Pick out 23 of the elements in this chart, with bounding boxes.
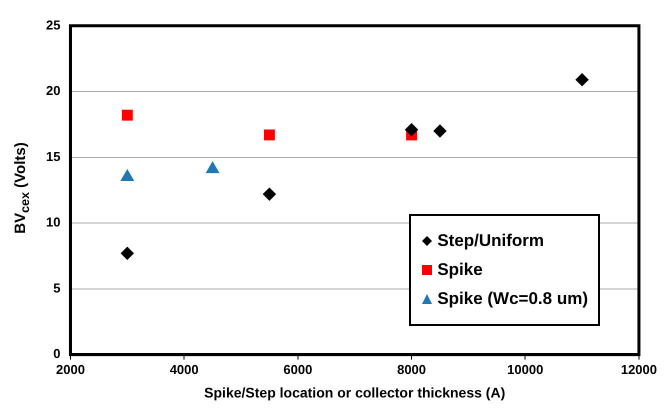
point — [405, 123, 418, 136]
point — [433, 124, 446, 138]
y-tick-label: 25 — [46, 17, 60, 32]
y-tick-label: 15 — [46, 148, 60, 164]
x-tick-label: 10000 — [507, 362, 544, 377]
point — [576, 73, 589, 86]
point — [120, 246, 134, 260]
y-tick-label: 5 — [53, 280, 60, 296]
legend-label: Spike (Wc=0.8 um) — [437, 289, 588, 309]
x-tick-label: 6000 — [283, 362, 312, 377]
point — [262, 188, 276, 201]
point — [264, 130, 275, 140]
x-tick-label: 2000 — [56, 362, 85, 377]
y-tick-label: 20 — [46, 83, 60, 98]
y-tick-label: 10 — [46, 214, 60, 230]
x-tick-label: 12000 — [620, 362, 658, 377]
y-tick-label: 0 — [53, 346, 60, 362]
legend-label: Step/Uniform — [437, 231, 544, 251]
x-axis-title: Spike/Step location or collector thickness (A) — [204, 384, 506, 400]
x-tick-label: 4000 — [170, 362, 199, 377]
x-tick-label: 8000 — [397, 362, 426, 377]
legend-label: Spike — [437, 260, 483, 280]
point — [122, 110, 133, 121]
